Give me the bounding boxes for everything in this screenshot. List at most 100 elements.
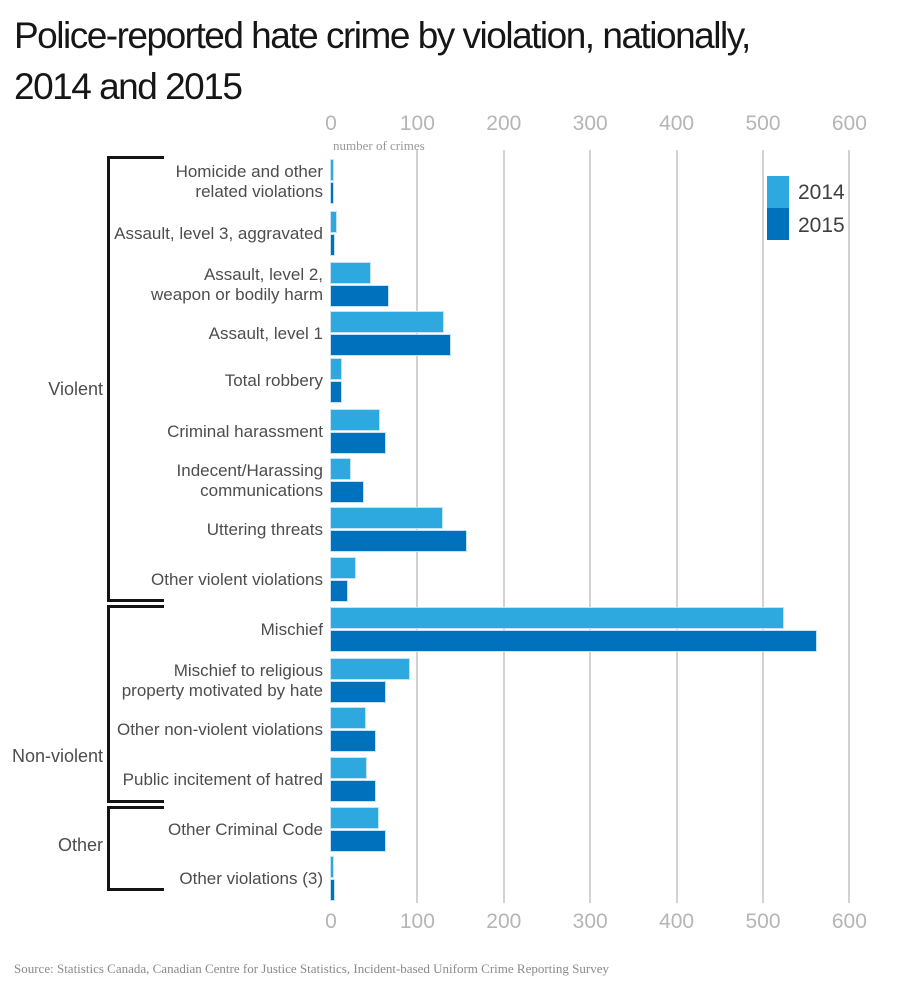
bar-2015-category-6 [331, 482, 363, 502]
chart-title: Police-reported hate crime by violation,… [14, 10, 884, 112]
x-tick-label-bottom-100: 100 [399, 910, 435, 933]
category-label-line: Assault, level 1 [208, 324, 323, 343]
group-label-violent: Violent [48, 379, 103, 399]
bar-2014-category-1 [331, 212, 337, 232]
category-label-line: weapon or bodily harm [151, 285, 323, 304]
category-label-line: Other violent violations [151, 570, 323, 589]
category-label-line: Other violations (3) [179, 869, 323, 888]
gridline-400 [675, 150, 678, 903]
group-bracket-vertical-non-violent [107, 605, 110, 803]
bar-2014-category-6 [331, 459, 350, 479]
gridline-300 [589, 150, 592, 903]
category-label-2: Assault, level 2, weapon or bodily harm [0, 265, 323, 305]
category-label-line: Mischief to religious [173, 661, 323, 680]
bar-2014-category-3 [331, 312, 444, 332]
bar-2015-category-9 [331, 631, 816, 651]
bar-2015-category-13 [331, 831, 386, 851]
x-tick-label-bottom-400: 400 [659, 910, 695, 933]
bar-2015-category-3 [331, 335, 451, 355]
bar-2014-category-0 [331, 160, 333, 180]
bar-2014-category-4 [331, 359, 341, 379]
x-tick-label-top-600: 600 [831, 112, 867, 135]
category-label-9: Mischief [0, 620, 323, 640]
gridline-600 [848, 150, 851, 903]
category-label-line: Assault, level 2, [203, 265, 323, 284]
x-tick-label-bottom-600: 600 [831, 910, 867, 933]
legend-swatch-2015 [767, 208, 789, 240]
category-label-line: Mischief [260, 620, 323, 639]
x-tick-label-top-200: 200 [486, 112, 522, 135]
group-bracket-top-arm-violent [107, 156, 164, 159]
category-label-7: Uttering threats [0, 520, 323, 540]
x-tick-label-bottom-500: 500 [745, 910, 781, 933]
x-tick-label-top-0: 0 [325, 112, 337, 135]
legend-label-2014: 2014 [798, 181, 845, 204]
category-label-line: communications [200, 481, 323, 500]
category-label-11: Other non-violent violations [0, 720, 323, 740]
x-tick-label-top-300: 300 [572, 112, 608, 135]
x-tick-label-top-400: 400 [659, 112, 695, 135]
legend-swatch-2014 [767, 176, 789, 208]
category-label-line: Criminal harassment [167, 422, 323, 441]
group-bracket-bottom-arm-non-violent [107, 800, 164, 803]
source-note: Source: Statistics Canada, Canadian Cent… [14, 961, 609, 976]
group-bracket-vertical-violent [107, 156, 110, 602]
group-bracket-bottom-arm-other [107, 888, 164, 891]
group-bracket-bottom-arm-violent [107, 599, 164, 602]
bar-2015-category-14 [331, 880, 334, 900]
category-label-line: property motivated by hate [121, 681, 323, 700]
bar-2014-category-11 [331, 708, 365, 728]
bar-2015-category-12 [331, 781, 376, 801]
chart-title-line-2: 2014 and 2015 [14, 66, 243, 107]
category-label-line: Indecent/Harassing [176, 461, 323, 480]
category-label-1: Assault, level 3, aggravated [0, 224, 323, 244]
bar-2014-category-5 [331, 410, 380, 430]
group-bracket-top-arm-other [107, 806, 164, 809]
group-label-non-violent: Non-violent [11, 746, 103, 766]
bar-2015-category-1 [331, 235, 334, 255]
category-label-14: Other violations (3) [0, 869, 323, 889]
category-label-8: Other violent violations [0, 570, 323, 590]
category-label-13: Other Criminal Code [0, 820, 323, 840]
gridline-200 [502, 150, 505, 903]
category-label-line: Total robbery [224, 371, 323, 390]
bar-2014-category-12 [331, 758, 367, 778]
category-label-line: Homicide and other [175, 162, 323, 181]
bar-2014-category-14 [331, 857, 333, 877]
category-label-line: Uttering threats [206, 520, 323, 539]
bar-2014-category-9 [331, 608, 783, 628]
bar-2014-category-13 [331, 808, 378, 828]
x-tick-label-top-500: 500 [745, 112, 781, 135]
bar-2015-category-8 [331, 581, 347, 601]
bar-2014-category-2 [331, 263, 370, 283]
bar-2015-category-2 [331, 286, 389, 306]
bar-2014-category-7 [331, 508, 442, 528]
x-axis-unit-label: number of crimes [333, 138, 425, 153]
gridline-500 [762, 150, 764, 903]
category-label-line: Public incitement of hatred [122, 770, 323, 789]
chart-title-line-1: Police-reported hate crime by violation,… [14, 15, 751, 56]
bar-2014-category-8 [331, 558, 356, 578]
category-label-5: Criminal harassment [0, 422, 323, 442]
category-label-0: Homicide and other related violations [0, 162, 323, 202]
bar-2015-category-4 [331, 382, 342, 402]
bar-2015-category-11 [331, 731, 376, 751]
category-label-6: Indecent/Harassing communications [0, 461, 323, 501]
bar-2014-category-10 [331, 659, 409, 679]
bar-2015-category-0 [331, 183, 333, 203]
category-label-line: Other non-violent violations [116, 720, 323, 739]
group-label-other: Other [57, 835, 103, 855]
category-label-10: Mischief to religious property motivated … [0, 661, 323, 701]
x-tick-label-bottom-200: 200 [486, 910, 522, 933]
category-label-3: Assault, level 1 [0, 324, 323, 344]
category-label-line: related violations [195, 182, 323, 201]
bar-2015-category-7 [331, 531, 466, 551]
group-bracket-vertical-other [107, 806, 110, 891]
group-bracket-top-arm-non-violent [107, 605, 164, 608]
x-tick-label-bottom-300: 300 [572, 910, 608, 933]
x-tick-label-top-100: 100 [399, 112, 435, 135]
bar-2015-category-10 [331, 682, 385, 702]
x-tick-label-bottom-0: 0 [325, 910, 337, 933]
category-label-line: Other Criminal Code [168, 820, 323, 839]
